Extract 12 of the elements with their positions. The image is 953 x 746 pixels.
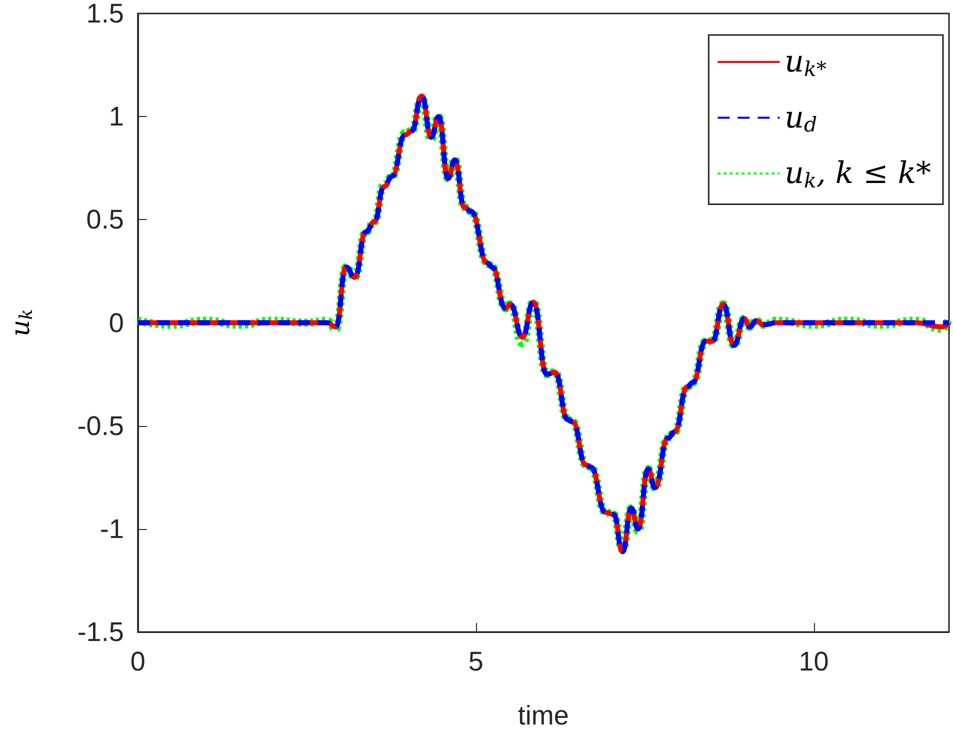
x-tick-label: 0 <box>130 646 146 676</box>
y-tick-label: 0 <box>108 308 124 338</box>
y-tick-label: 1 <box>108 102 124 132</box>
x-tick-label: 10 <box>798 646 829 676</box>
y-tick-label: -0.5 <box>77 410 124 441</box>
x-axis-title: time <box>518 700 569 730</box>
y-tick-label: -1.5 <box>77 617 124 647</box>
y-tick-label: 1.5 <box>86 0 124 28</box>
y-axis-title: uk <box>6 309 37 336</box>
y-tick-label: -1 <box>100 514 124 544</box>
x-tick-label: 5 <box>468 646 484 676</box>
y-tick-label: 0.5 <box>86 204 124 235</box>
